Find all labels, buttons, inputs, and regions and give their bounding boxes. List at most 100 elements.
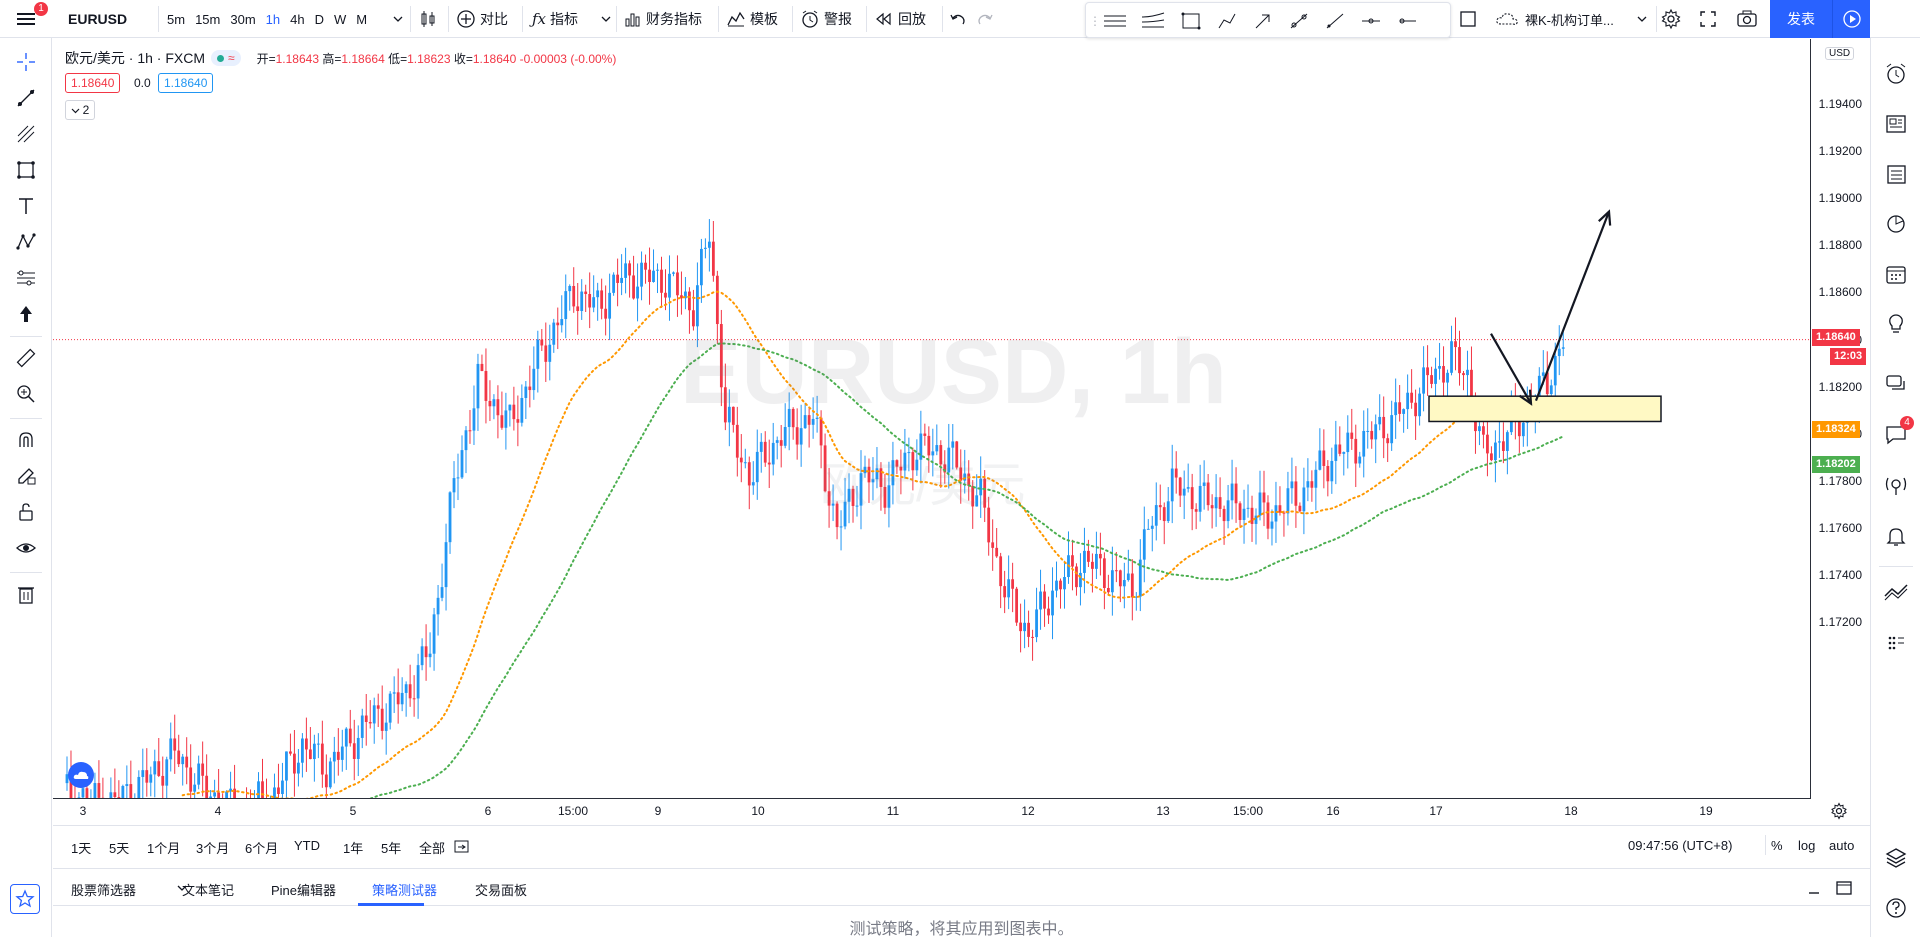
bid-price-button[interactable]: 1.18640 [65, 73, 120, 93]
main-menu-button[interactable]: 1 [0, 0, 52, 38]
publish-play-button[interactable] [1832, 0, 1870, 38]
select-layout-checkbox[interactable] [1458, 0, 1478, 38]
settings-button[interactable] [1660, 0, 1682, 38]
interval-5m[interactable]: 5m [162, 12, 190, 27]
fib-tool[interactable] [12, 120, 40, 148]
trend-line-tool[interactable] [12, 84, 40, 112]
visibility-tool[interactable] [12, 534, 40, 562]
fullscreen-button[interactable] [1698, 0, 1718, 38]
replay-button[interactable]: 回放 [874, 0, 926, 38]
range-1天[interactable]: 1天 [71, 838, 91, 857]
horizontal-line-tool[interactable] [1356, 7, 1386, 35]
publish-button[interactable]: 发表 [1770, 0, 1832, 38]
hotlists-button[interactable] [1882, 578, 1910, 606]
minimize-panel-button[interactable] [1806, 881, 1822, 902]
chevron-down-icon[interactable] [601, 14, 611, 24]
undo-button[interactable] [948, 0, 968, 38]
drag-handle-icon[interactable]: ⋮ [1090, 7, 1100, 35]
bottom-tab[interactable]: 股票筛选器 [71, 880, 136, 899]
magnet-tool[interactable] [12, 426, 40, 454]
pitchfork-tool[interactable] [1138, 7, 1168, 35]
symbol-search[interactable]: EURUSD [68, 0, 127, 38]
calendar-button[interactable] [1882, 260, 1910, 288]
indicators-button[interactable]: ƒx 指标 [532, 0, 578, 38]
ruler-tool[interactable] [12, 344, 40, 372]
chart-settings-button[interactable] [1830, 802, 1848, 825]
log-scale-toggle[interactable]: log [1798, 838, 1815, 853]
currency-label[interactable]: USD [1825, 47, 1854, 60]
interval-1h[interactable]: 1h [261, 12, 285, 27]
chevron-down-icon[interactable] [177, 883, 187, 893]
bottom-tab[interactable]: 文本笔记 [182, 880, 234, 899]
watchlist-panel-button[interactable] [1882, 160, 1910, 188]
snapshot-button[interactable] [1736, 0, 1758, 38]
alert-button[interactable]: 警报 [800, 0, 852, 38]
rectangle-tool[interactable] [1176, 7, 1206, 35]
range-5年[interactable]: 5年 [381, 838, 401, 857]
interval-M[interactable]: M [351, 12, 372, 27]
layout-selector[interactable]: 裸K-机构订单... [1495, 0, 1614, 38]
notifications-button[interactable] [1882, 522, 1910, 550]
alarm-panel-button[interactable] [1882, 60, 1910, 88]
chevron-down-icon[interactable] [1637, 14, 1647, 24]
maximize-panel-button[interactable] [1835, 880, 1853, 901]
interval-15m[interactable]: 15m [190, 12, 225, 27]
object-tree-button[interactable] [1882, 844, 1910, 872]
arrow-cursor-tool[interactable] [12, 300, 40, 328]
interval-W[interactable]: W [329, 12, 351, 27]
zoom-tool[interactable] [12, 380, 40, 408]
range-YTD[interactable]: YTD [294, 838, 320, 853]
legend-collapse-button[interactable]: 2 [65, 100, 95, 120]
templates-button[interactable]: 模板 [726, 0, 778, 38]
range-1年[interactable]: 1年 [343, 838, 363, 857]
legend-title[interactable]: 欧元/美元 · 1h · FXCM [65, 48, 205, 68]
horizontal-lines-tool[interactable] [1100, 7, 1130, 35]
goto-date-button[interactable] [453, 838, 471, 857]
help-button[interactable] [1882, 894, 1910, 922]
remove-drawings-tool[interactable] [12, 580, 40, 608]
market-status[interactable]: ≈ [211, 50, 241, 66]
range-1个月[interactable]: 1个月 [147, 838, 180, 857]
ideas-button[interactable] [1882, 310, 1910, 338]
ray-tool[interactable] [1320, 7, 1350, 35]
streams-button[interactable] [1882, 472, 1910, 500]
clock[interactable]: 09:47:56 (UTC+8) [1628, 838, 1732, 853]
percent-scale-toggle[interactable]: % [1771, 838, 1783, 853]
range-5天[interactable]: 5天 [109, 838, 129, 857]
chats-button[interactable] [1882, 370, 1910, 398]
lock-drawing-tool[interactable] [12, 462, 40, 490]
news-panel-button[interactable] [1882, 110, 1910, 138]
crosshair-tool[interactable] [12, 48, 40, 76]
bottom-tab[interactable]: 策略测试器 [372, 880, 437, 899]
trend-line-tool[interactable] [1284, 7, 1314, 35]
redo-button[interactable] [975, 0, 995, 38]
chart-type-button[interactable] [418, 0, 438, 38]
messages-button[interactable]: 4 [1882, 420, 1910, 448]
brush-tool[interactable] [1212, 7, 1242, 35]
interval-D[interactable]: D [310, 12, 329, 27]
arrow-tool[interactable] [1248, 7, 1278, 35]
text-tool[interactable] [12, 192, 40, 220]
auto-scale-toggle[interactable]: auto [1829, 838, 1854, 853]
watchlist-star-button[interactable] [10, 884, 40, 914]
tradingview-logo[interactable] [68, 762, 94, 788]
range-3个月[interactable]: 3个月 [196, 838, 229, 857]
data-window-button[interactable] [1882, 210, 1910, 238]
prediction-tool[interactable] [12, 264, 40, 292]
unlock-tool[interactable] [12, 498, 40, 526]
horizontal-ray-tool[interactable] [1392, 7, 1422, 35]
bottom-tab[interactable]: 交易面板 [475, 880, 527, 899]
pattern-tool[interactable] [12, 228, 40, 256]
interval-30m[interactable]: 30m [225, 12, 260, 27]
interval-4h[interactable]: 4h [285, 12, 309, 27]
financials-button[interactable]: 财务指标 [624, 0, 702, 38]
compare-button[interactable]: 对比 [456, 0, 508, 38]
chevron-down-icon[interactable] [393, 14, 403, 24]
shapes-tool[interactable] [12, 156, 40, 184]
range-6个月[interactable]: 6个月 [245, 838, 278, 857]
order-panel-button[interactable] [1882, 628, 1910, 656]
chart-pane[interactable] [53, 39, 1870, 829]
bottom-tab[interactable]: Pine编辑器 [271, 880, 336, 899]
